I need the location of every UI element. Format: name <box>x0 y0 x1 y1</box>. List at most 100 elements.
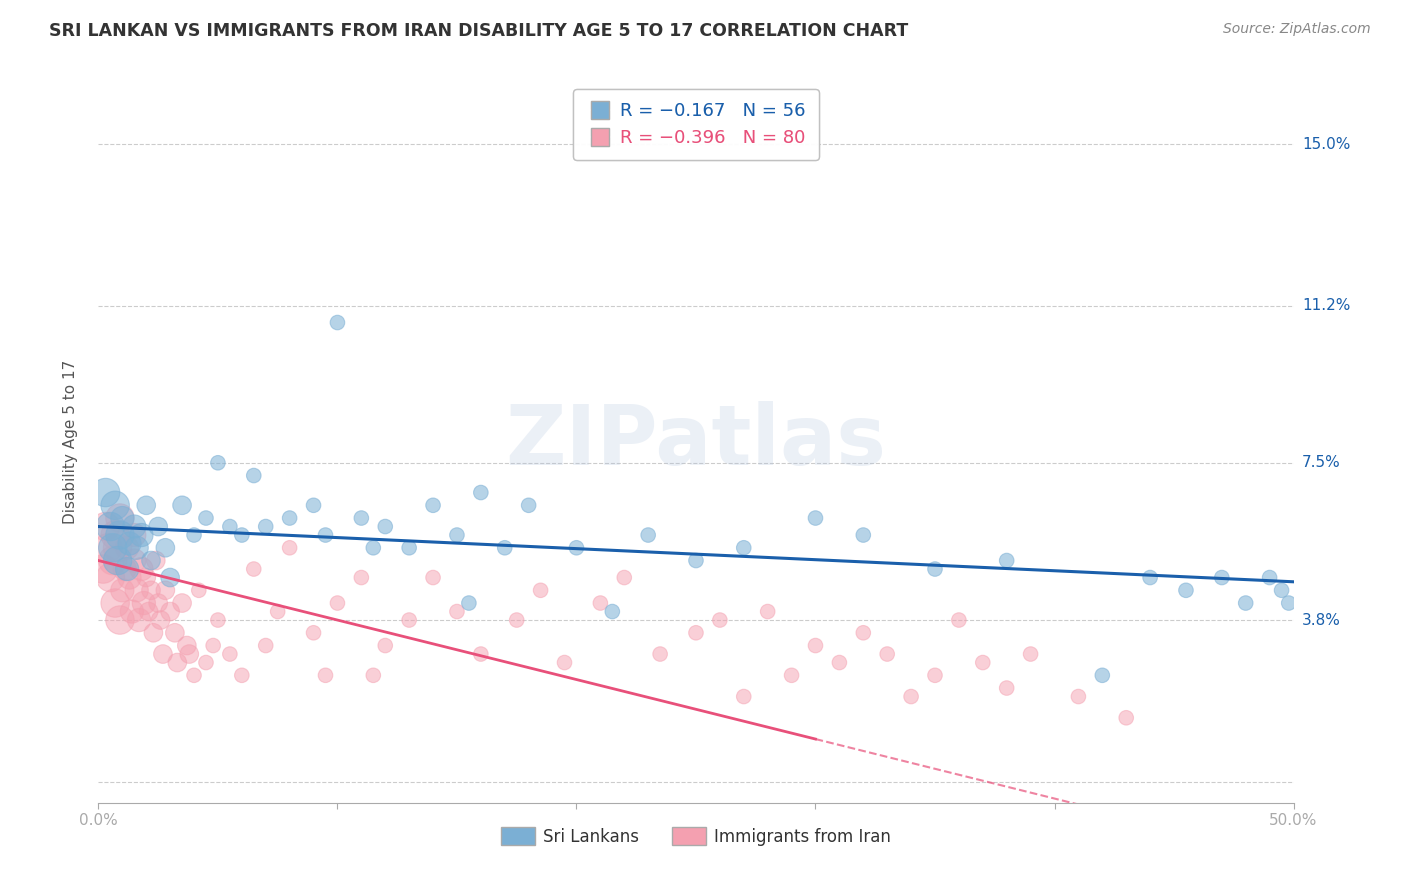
Point <box>363 668 385 682</box>
Point <box>172 596 194 610</box>
Point <box>554 656 576 670</box>
Point <box>852 528 875 542</box>
Point <box>94 519 117 533</box>
Point <box>183 668 205 682</box>
Point <box>852 625 875 640</box>
Point <box>139 553 162 567</box>
Point <box>326 316 349 330</box>
Point <box>1139 570 1161 584</box>
Legend: Sri Lankans, Immigrants from Iran: Sri Lankans, Immigrants from Iran <box>495 821 897 852</box>
Point <box>104 596 127 610</box>
Point <box>1211 570 1233 584</box>
Point <box>470 647 492 661</box>
Point <box>101 553 124 567</box>
Point <box>155 583 177 598</box>
Point <box>363 541 385 555</box>
Point <box>756 605 779 619</box>
Point <box>107 541 129 555</box>
Point <box>1091 668 1114 682</box>
Point <box>1067 690 1090 704</box>
Point <box>494 541 516 555</box>
Point <box>148 519 170 533</box>
Point <box>139 583 162 598</box>
Point <box>142 625 165 640</box>
Point <box>398 613 420 627</box>
Point <box>135 570 157 584</box>
Point <box>1115 711 1137 725</box>
Text: Source: ZipAtlas.com: Source: ZipAtlas.com <box>1223 22 1371 37</box>
Point <box>517 498 540 512</box>
Point <box>602 605 624 619</box>
Point <box>315 668 337 682</box>
Point <box>470 485 492 500</box>
Point <box>125 583 148 598</box>
Point <box>207 613 229 627</box>
Point <box>108 528 131 542</box>
Point <box>315 528 337 542</box>
Point <box>155 541 177 555</box>
Point <box>163 625 186 640</box>
Point <box>1019 647 1042 661</box>
Point <box>326 596 349 610</box>
Point <box>131 562 153 576</box>
Point <box>243 468 266 483</box>
Point <box>648 647 672 661</box>
Point <box>374 519 396 533</box>
Point <box>187 583 209 598</box>
Point <box>207 456 229 470</box>
Point <box>98 519 122 533</box>
Point <box>138 605 160 619</box>
Point <box>506 613 529 627</box>
Point <box>948 613 970 627</box>
Point <box>98 570 122 584</box>
Point <box>148 596 170 610</box>
Point <box>446 605 468 619</box>
Point <box>135 498 157 512</box>
Point <box>111 583 134 598</box>
Point <box>183 528 205 542</box>
Point <box>104 498 127 512</box>
Point <box>1258 570 1281 584</box>
Point <box>278 511 301 525</box>
Text: 15.0%: 15.0% <box>1302 136 1350 152</box>
Point <box>267 605 290 619</box>
Point <box>613 570 636 584</box>
Point <box>637 528 659 542</box>
Point <box>118 536 141 550</box>
Text: 11.2%: 11.2% <box>1302 298 1350 313</box>
Point <box>202 639 225 653</box>
Point <box>231 668 253 682</box>
Point <box>159 605 181 619</box>
Point <box>733 541 755 555</box>
Point <box>115 562 138 576</box>
Point <box>91 562 114 576</box>
Point <box>565 541 588 555</box>
Text: ZIPatlas: ZIPatlas <box>506 401 886 482</box>
Point <box>108 613 131 627</box>
Point <box>124 528 146 542</box>
Point <box>159 570 181 584</box>
Point <box>1271 583 1294 598</box>
Point <box>924 668 946 682</box>
Text: 3.8%: 3.8% <box>1302 613 1341 628</box>
Point <box>924 562 946 576</box>
Point <box>101 541 124 555</box>
Point <box>422 570 444 584</box>
Point <box>128 613 150 627</box>
Point <box>243 562 266 576</box>
Point <box>219 647 242 661</box>
Point <box>302 625 325 640</box>
Point <box>804 511 827 525</box>
Point <box>1175 583 1198 598</box>
Point <box>131 528 153 542</box>
Point <box>900 690 922 704</box>
Point <box>685 553 707 567</box>
Point <box>458 596 481 610</box>
Point <box>446 528 468 542</box>
Point <box>172 498 194 512</box>
Point <box>422 498 444 512</box>
Point <box>125 541 148 555</box>
Point <box>118 570 141 584</box>
Point <box>733 690 755 704</box>
Point <box>149 613 172 627</box>
